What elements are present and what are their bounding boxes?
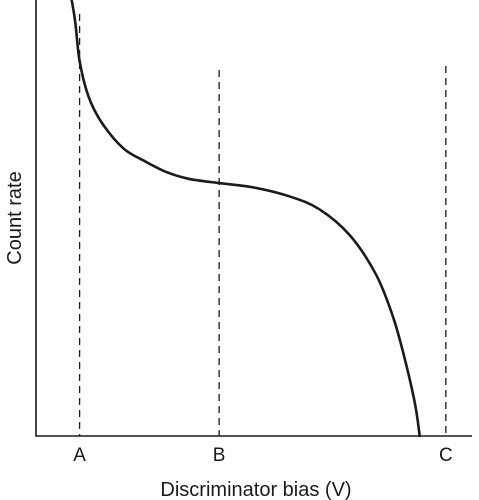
axes	[35, 0, 472, 437]
marker-label-a: A	[73, 445, 86, 466]
x-axis-label: Discriminator bias (V)	[160, 479, 351, 500]
marker-labels: A B C	[73, 445, 452, 466]
marker-label-b: B	[213, 445, 226, 466]
marker-lines	[78, 14, 447, 436]
y-axis-label: Count rate	[4, 171, 26, 264]
count-rate-curve	[70, 0, 421, 438]
marker-label-c: C	[439, 445, 453, 466]
